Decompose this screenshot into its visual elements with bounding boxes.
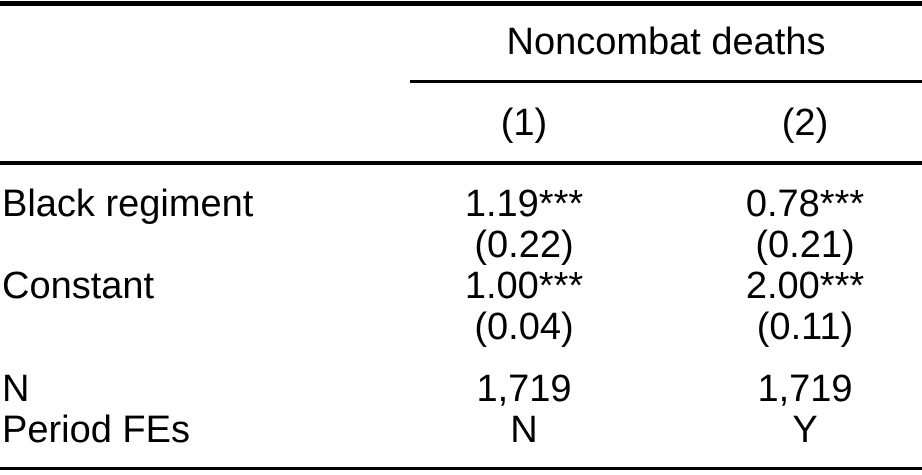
cell-standard-error: (0.21): [755, 224, 855, 266]
spanner-empty-cell: [0, 4, 410, 82]
colhead-empty-cell: [0, 81, 410, 165]
column-header-1: (1): [410, 81, 666, 165]
row-label: Constant: [2, 265, 155, 307]
cell-fe-indicator: Y: [792, 409, 818, 451]
row-label: Black regiment: [2, 183, 254, 225]
table-row-period-fes: Period FEs N Y: [0, 410, 922, 469]
table-body: Black regiment 1.19*** 0.78*** (0.22) (0…: [0, 163, 922, 469]
cell-standard-error: (0.11): [756, 306, 854, 348]
cell-standard-error: (0.04): [474, 306, 574, 348]
spanner-header-row: Noncombat deaths: [0, 3, 922, 83]
row-label: N: [2, 368, 30, 410]
cell-observations: 1,719: [476, 368, 572, 410]
cell-standard-error: (0.22): [474, 224, 574, 266]
row-label: [0, 225, 410, 266]
row-label: Period FEs: [2, 409, 190, 451]
cell-coefficient: 1.00***: [464, 265, 584, 307]
cell-coefficient: 1.19***: [464, 183, 584, 225]
table-row-constant-se: (0.04) (0.11): [0, 307, 922, 348]
table-row-black-regiment: Black regiment 1.19*** 0.78***: [0, 163, 922, 225]
cell-coefficient: 0.78***: [745, 183, 865, 225]
dependent-variable-header: Noncombat deaths: [410, 3, 922, 83]
table-header: Noncombat deaths (1) (2): [0, 3, 922, 165]
column-number-row: (1) (2): [0, 81, 922, 165]
cell-observations: 1,719: [757, 368, 853, 410]
cell-coefficient: 2.00***: [745, 265, 865, 307]
table-row-black-regiment-se: (0.22) (0.21): [0, 225, 922, 266]
row-label: [0, 307, 410, 348]
cell-fe-indicator: N: [510, 409, 538, 451]
column-header-2: (2): [666, 81, 922, 165]
table-row-n: N 1,719 1,719: [0, 348, 922, 410]
table-row-constant: Constant 1.00*** 2.00***: [0, 266, 922, 307]
